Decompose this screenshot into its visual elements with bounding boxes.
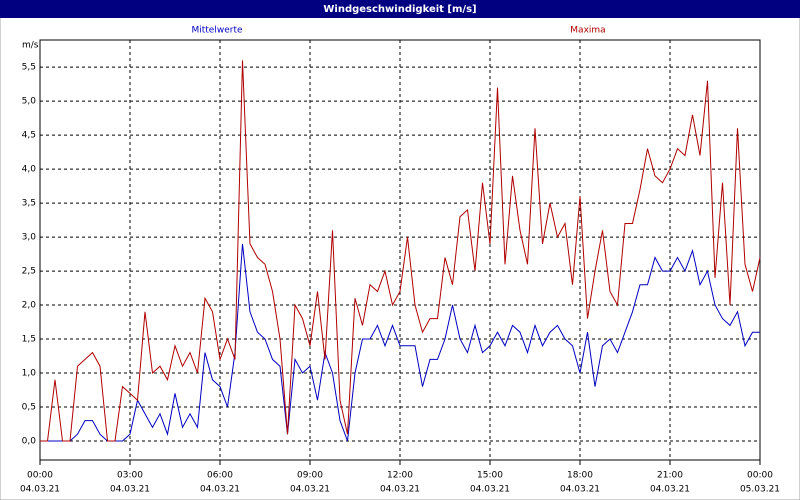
x-tick-label: 21:00 xyxy=(657,471,683,481)
x-tick-date: 04.03.21 xyxy=(650,485,690,495)
y-tick-label: 4,5 xyxy=(22,131,36,141)
chart-title: Windgeschwindigkeit [m/s] xyxy=(323,4,476,15)
legend-label: Mittelwerte xyxy=(191,26,242,36)
x-tick-date: 04.03.21 xyxy=(380,485,420,495)
series-line xyxy=(40,60,761,442)
y-tick-label: 1,0 xyxy=(22,369,37,379)
x-tick-date: 04.03.21 xyxy=(20,485,60,495)
y-axis-label: m/s xyxy=(22,41,39,51)
title-bar xyxy=(0,0,800,18)
x-tick-label: 06:00 xyxy=(207,471,233,481)
x-tick-label: 18:00 xyxy=(567,471,593,481)
x-tick-date: 04.03.21 xyxy=(470,485,510,495)
x-tick-date: 05.03.21 xyxy=(740,485,780,495)
y-tick-label: 5,5 xyxy=(22,63,36,73)
x-tick-date: 04.03.21 xyxy=(200,485,240,495)
y-tick-label: 2,5 xyxy=(22,267,36,277)
y-tick-label: 2,0 xyxy=(22,301,37,311)
y-tick-label: 0,5 xyxy=(22,402,36,412)
x-tick-date: 04.03.21 xyxy=(560,485,600,495)
x-tick-label: 12:00 xyxy=(387,471,413,481)
y-tick-label: 1,5 xyxy=(22,335,36,345)
y-tick-label: 4,0 xyxy=(22,165,37,175)
x-tick-label: 09:00 xyxy=(297,471,323,481)
legend-label: Maxima xyxy=(570,26,605,36)
x-tick-date: 04.03.21 xyxy=(290,485,330,495)
y-tick-label: 3,5 xyxy=(22,199,36,209)
x-tick-label: 00:00 xyxy=(27,471,53,481)
y-tick-label: 3,0 xyxy=(22,233,37,243)
x-tick-date: 04.03.21 xyxy=(110,485,150,495)
y-tick-label: 0,0 xyxy=(22,436,37,446)
x-tick-label: 00:00 xyxy=(747,471,773,481)
x-tick-label: 15:00 xyxy=(477,471,503,481)
x-tick-label: 03:00 xyxy=(117,471,143,481)
y-tick-label: 5,0 xyxy=(22,97,37,107)
series-line xyxy=(40,243,760,442)
